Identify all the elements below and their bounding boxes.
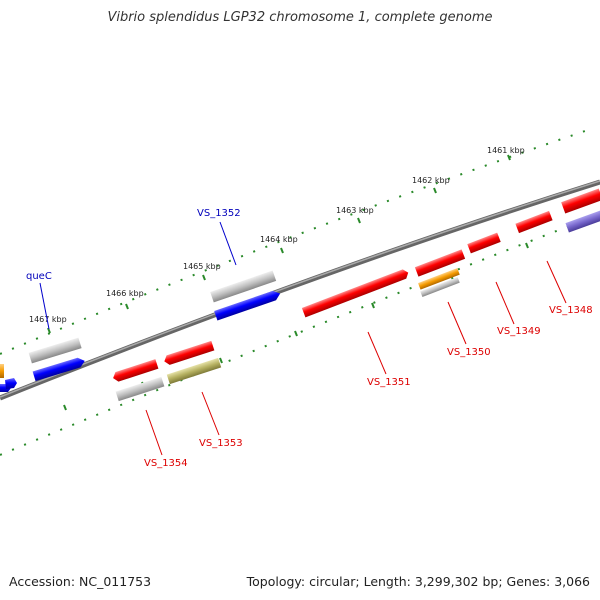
gene-quec[interactable] (32, 356, 87, 382)
gene-feature[interactable] (515, 210, 553, 234)
gene-label-quec[interactable]: queC (26, 271, 52, 282)
kbp-label: 1461 kbp (487, 146, 525, 155)
inner-tick-track (0, 217, 591, 456)
gene-label-vs1352[interactable]: VS_1352 (197, 208, 241, 219)
gene-vs1353[interactable] (166, 357, 222, 385)
gene-label-vs1351[interactable]: VS_1351 (367, 377, 411, 388)
kbp-label: 1463 kbp (336, 206, 374, 215)
gene-feature[interactable] (561, 188, 600, 214)
topology-summary: Topology: circular; Length: 3,299,302 bp… (246, 574, 590, 589)
gene-feature[interactable] (112, 359, 159, 383)
gene-vs1352[interactable] (214, 289, 282, 321)
label-connectors (39, 221, 567, 456)
gene-feature[interactable] (0, 364, 17, 392)
gene-vs1350[interactable] (418, 268, 460, 290)
gene-vs1351[interactable] (301, 268, 410, 318)
gene-label-vs1350[interactable]: VS_1350 (447, 347, 491, 358)
kbp-label: 1465 kbp (183, 262, 221, 271)
accession-text: Accession: NC_011753 (9, 574, 152, 589)
gene-label-vs1354[interactable]: VS_1354 (144, 458, 188, 469)
gene-feature[interactable] (210, 270, 277, 303)
kbp-label: 1462 kbp (412, 176, 450, 185)
kbp-label: 1464 kbp (260, 235, 298, 244)
map-title: Vibrio splendidus LGP32 chromosome 1, co… (107, 10, 493, 25)
gene-label-vs1348[interactable]: VS_1348 (549, 305, 593, 316)
gene-vs1354[interactable] (115, 376, 165, 402)
gene-feature[interactable] (565, 209, 600, 233)
kbp-label: 1467 kbp (29, 315, 67, 324)
kbp-label: 1466 kbp (106, 289, 144, 298)
gene-label-vs1353[interactable]: VS_1353 (199, 438, 243, 449)
gene-feature[interactable] (28, 337, 82, 364)
chromosome-backbone (0, 179, 600, 401)
gene-feature[interactable] (414, 249, 466, 277)
gene-feature[interactable] (467, 232, 501, 254)
outer-major-ticks (47, 154, 511, 334)
gene-feature[interactable] (163, 340, 215, 366)
gene-feature[interactable] (420, 277, 460, 297)
gene-label-vs1349[interactable]: VS_1349 (497, 326, 541, 337)
